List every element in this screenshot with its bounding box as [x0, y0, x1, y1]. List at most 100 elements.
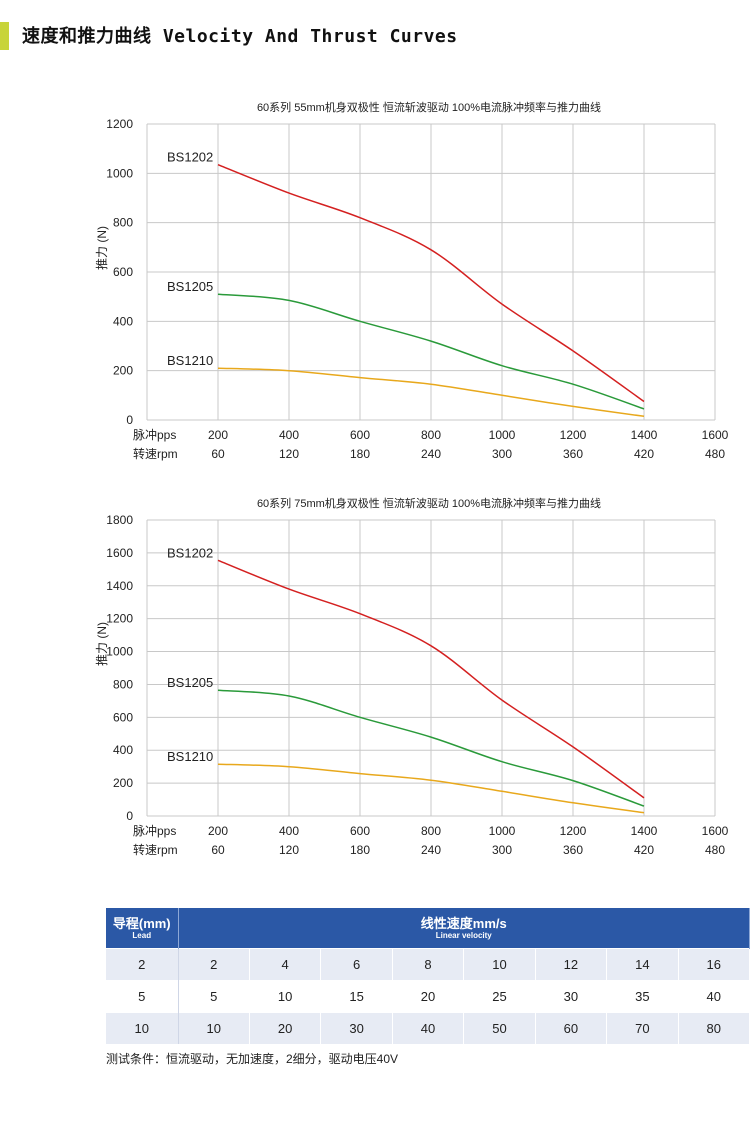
series-line-bs1210 [217, 763, 645, 814]
y-axis-label: 推力 (N) [95, 622, 109, 666]
table-header-row: 导程(mm) Lead 线性速度mm/s Linear velocity [106, 908, 750, 949]
table-row: 2 2 4 6 8 10 12 14 16 [106, 948, 750, 981]
x-tick-label-rpm: 480 [705, 843, 725, 857]
x-tick-label-pps: 1600 [702, 428, 729, 442]
series-label-bs1210: BS1210 [167, 749, 213, 764]
x-axis-label-pps: 脉冲pps [133, 427, 176, 442]
velocity-cell: 20 [392, 980, 465, 1013]
chart-svg: 60系列 55mm机身双极性 恒流斩波驱动 100%电流脉冲频率与推力曲线 0 20… [95, 100, 729, 461]
y-tick-label: 800 [113, 216, 133, 230]
velocity-cell: 25 [463, 980, 536, 1013]
x-tick-label-pps: 1000 [489, 824, 516, 838]
linear-velocity-table: 导程(mm) Lead 线性速度mm/s Linear velocity 2 2… [106, 908, 750, 1044]
velocity-cell: 15 [320, 980, 393, 1013]
y-tick-label: 200 [113, 364, 133, 378]
x-tick-label-rpm: 480 [705, 447, 725, 461]
series-line-bs1202 [217, 164, 645, 403]
lead-header-cell: 导程(mm) Lead [106, 908, 179, 949]
velocity-cell: 12 [535, 948, 608, 981]
y-tick-label: 800 [113, 677, 133, 691]
x-tick-label-pps: 1400 [631, 428, 658, 442]
velocity-cell: 50 [463, 1012, 536, 1044]
table-row: 5 5 10 15 20 25 30 35 40 [106, 980, 750, 1013]
velocity-cell: 2 [178, 948, 250, 981]
page-title: 速度和推力曲线 Velocity And Thrust Curves [22, 26, 458, 47]
x-tick-label-pps: 600 [350, 824, 370, 838]
velocity-header: 线性速度mm/s [420, 915, 507, 931]
x-tick-label-rpm: 360 [563, 447, 583, 461]
series-label-bs1205: BS1205 [167, 279, 213, 294]
y-tick-label: 600 [113, 710, 133, 724]
lead-header-en: Lead [132, 930, 152, 940]
x-tick-label-pps: 1200 [560, 824, 587, 838]
x-tick-label-pps: 1200 [560, 428, 587, 442]
thrust-chart-75mm: 60系列 75mm机身双极性 恒流斩波驱动 100%电流脉冲频率与推力曲线 0 20… [0, 492, 750, 872]
series-label-bs1210: BS1210 [167, 353, 213, 368]
chart-title: 60系列 55mm机身双极性 恒流斩波驱动 100%电流脉冲频率与推力曲线 [257, 100, 601, 114]
series-line-bs1205 [217, 689, 645, 807]
lead-cell: 10 [106, 1012, 179, 1044]
x-tick-label-rpm: 60 [211, 447, 225, 461]
series-line-bs1202 [217, 559, 645, 799]
x-tick-label-rpm: 300 [492, 447, 512, 461]
x-tick-label-rpm: 240 [421, 843, 441, 857]
y-tick-label: 1000 [106, 645, 133, 659]
x-tick-label-rpm: 240 [421, 447, 441, 461]
lead-cell: 2 [106, 948, 179, 981]
velocity-cell: 10 [249, 980, 322, 1013]
velocity-cell: 16 [678, 948, 750, 981]
y-axis-label: 推力 (N) [95, 226, 109, 270]
series-label-bs1202: BS1202 [167, 150, 213, 165]
velocity-cell: 10 [463, 948, 536, 981]
x-tick-label-rpm: 180 [350, 447, 370, 461]
series-line-bs1205 [217, 293, 645, 410]
chart-svg: 60系列 75mm机身双极性 恒流斩波驱动 100%电流脉冲频率与推力曲线 0 20… [95, 496, 729, 857]
y-tick-label: 1200 [106, 612, 133, 626]
y-tick-label: 1200 [106, 117, 133, 131]
x-tick-label-rpm: 420 [634, 447, 654, 461]
x-tick-label-rpm: 360 [563, 843, 583, 857]
x-tick-label-pps: 600 [350, 428, 370, 442]
x-tick-label-pps: 800 [421, 824, 441, 838]
velocity-cell: 10 [178, 1012, 250, 1044]
test-conditions-note: 测试条件：恒流驱动，无加速度，2细分，驱动电压40V [106, 1052, 399, 1066]
y-tick-label: 0 [126, 809, 133, 823]
x-tick-label-pps: 1000 [489, 428, 516, 442]
header-accent-bar [0, 22, 9, 50]
chart-title: 60系列 75mm机身双极性 恒流斩波驱动 100%电流脉冲频率与推力曲线 [257, 496, 601, 510]
velocity-cell: 40 [678, 980, 750, 1013]
x-tick-label-pps: 200 [208, 428, 228, 442]
lead-header: 导程(mm) [112, 915, 171, 931]
y-tick-label: 600 [113, 265, 133, 279]
velocity-cell: 8 [392, 948, 465, 981]
velocity-cell: 40 [392, 1012, 465, 1044]
velocity-cell: 80 [678, 1012, 750, 1044]
x-axis-label-rpm: 转速rpm [133, 446, 178, 461]
series-line-bs1210 [217, 367, 645, 418]
x-tick-label-pps: 1600 [702, 824, 729, 838]
velocity-header-cell: 线性速度mm/s Linear velocity [178, 908, 750, 949]
x-tick-label-pps: 200 [208, 824, 228, 838]
series-label-bs1202: BS1202 [167, 545, 213, 560]
x-axis-label-rpm: 转速rpm [133, 842, 178, 857]
x-axis-label-pps: 脉冲pps [133, 823, 176, 838]
y-tick-label: 1400 [106, 579, 133, 593]
velocity-cell: 70 [606, 1012, 679, 1044]
x-tick-label-pps: 1400 [631, 824, 658, 838]
velocity-cell: 6 [320, 948, 393, 981]
y-tick-label: 1600 [106, 546, 133, 560]
velocity-cell: 60 [535, 1012, 608, 1044]
velocity-cell: 14 [606, 948, 679, 981]
thrust-chart-55mm: 60系列 55mm机身双极性 恒流斩波驱动 100%电流脉冲频率与推力曲线 0 20… [0, 96, 750, 476]
x-tick-label-pps: 400 [279, 824, 299, 838]
y-tick-label: 400 [113, 314, 133, 328]
y-tick-label: 1000 [106, 166, 133, 180]
x-tick-label-rpm: 300 [492, 843, 512, 857]
velocity-cell: 30 [535, 980, 608, 1013]
table-row: 10 10 20 30 40 50 60 70 80 [106, 1012, 750, 1044]
x-tick-label-rpm: 420 [634, 843, 654, 857]
velocity-header-en: Linear velocity [435, 930, 492, 940]
lead-cell: 5 [106, 980, 179, 1013]
velocity-cell: 35 [606, 980, 679, 1013]
velocity-cell: 30 [320, 1012, 393, 1044]
